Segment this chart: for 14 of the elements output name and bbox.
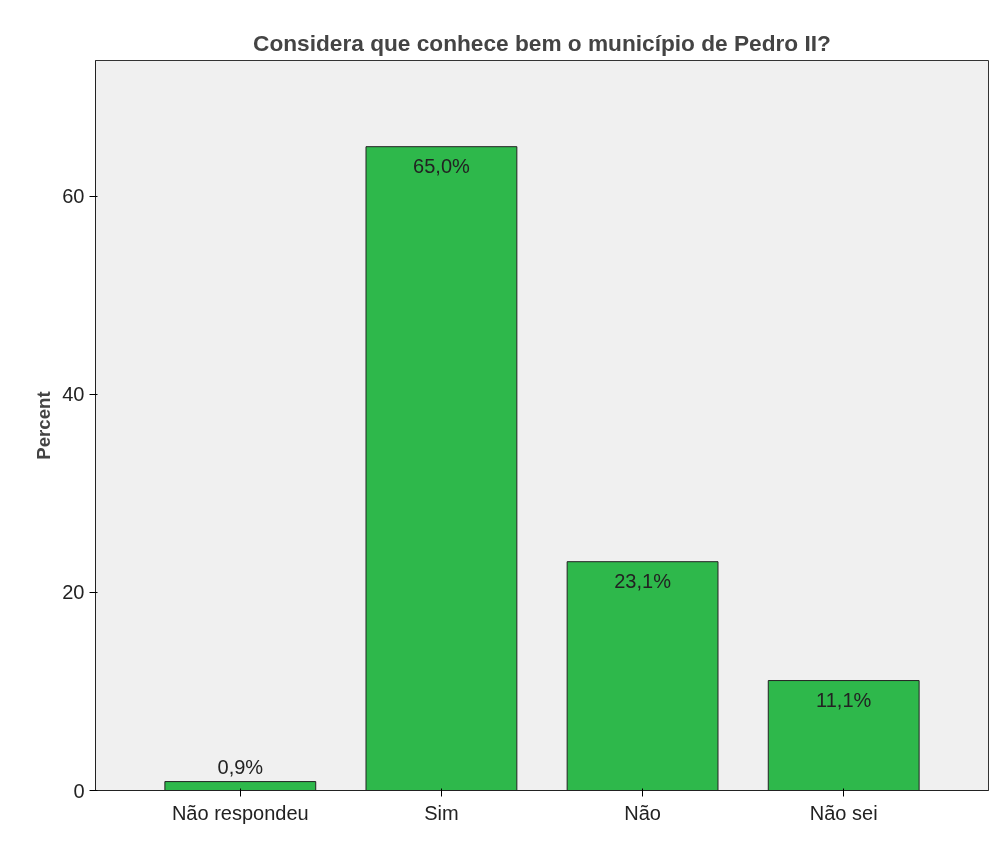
y-tick-label: 60: [62, 185, 85, 208]
x-tick-label: Sim: [424, 801, 459, 824]
y-axis-title: Percent: [33, 391, 55, 460]
chart-title: Considera que conhece bem o município de Pedro II?: [253, 29, 831, 56]
x-tick-label: Não respondeu: [171, 801, 309, 824]
data-label: 65,0%: [413, 154, 471, 177]
y-tick-label: 0: [73, 779, 85, 802]
data-label: 0,9%: [217, 755, 264, 778]
data-label: 11,1%: [816, 688, 872, 711]
x-tick-label: Não sei: [809, 801, 878, 824]
y-tick-label: 20: [62, 581, 85, 604]
data-label: 23,1%: [614, 569, 672, 592]
x-tick-label: Não: [624, 801, 661, 824]
y-tick-label: 40: [62, 383, 85, 406]
